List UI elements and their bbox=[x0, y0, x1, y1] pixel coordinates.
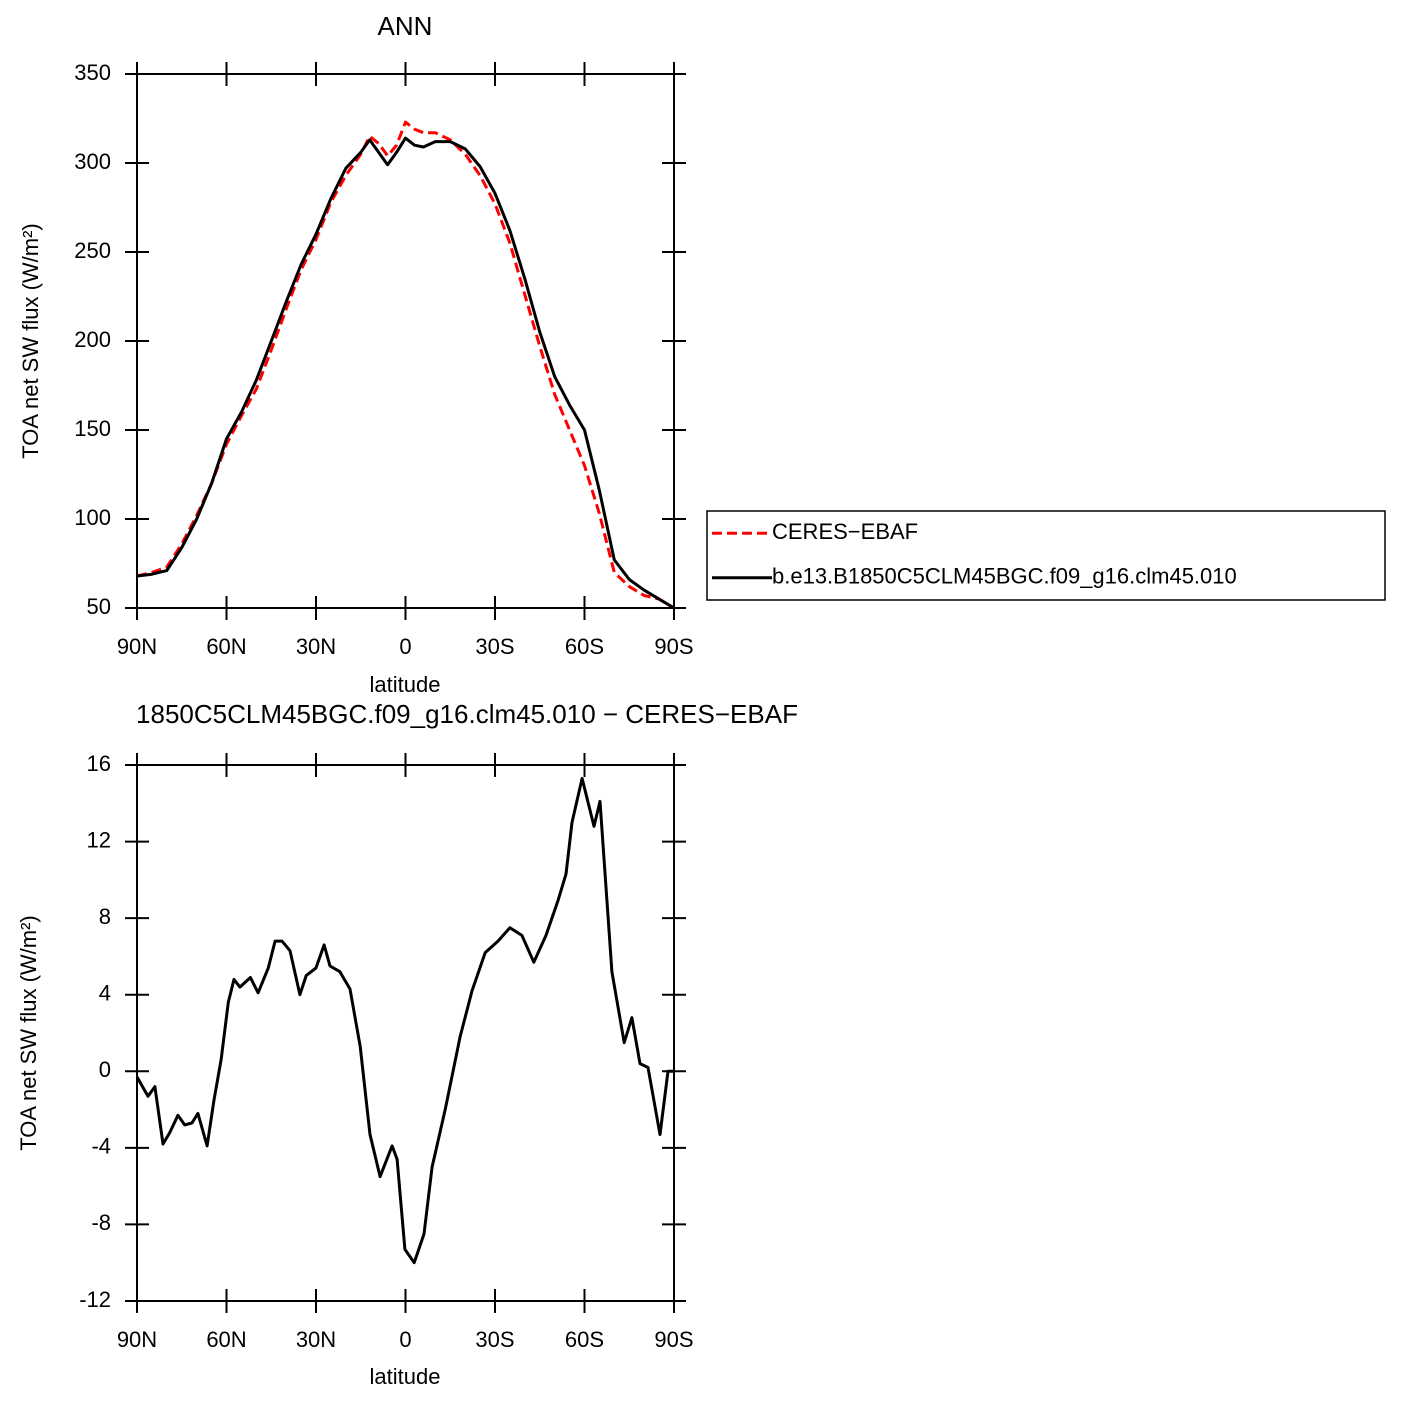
x-axis-label: latitude bbox=[370, 1364, 441, 1389]
legend-label: b.e13.B1850C5CLM45BGC.f09_g16.clm45.010 bbox=[772, 564, 1237, 589]
y-tick-label: -4 bbox=[91, 1134, 111, 1159]
x-tick-label: 30N bbox=[296, 1327, 336, 1352]
line-series bbox=[136, 120, 675, 610]
y-tick-label: 12 bbox=[87, 827, 111, 852]
x-tick-label: 60N bbox=[206, 634, 246, 659]
x-tick-label: 90S bbox=[654, 1327, 693, 1352]
plot-frame bbox=[136, 764, 675, 1302]
legend-box bbox=[706, 510, 1386, 601]
chart-title: ANN bbox=[378, 11, 433, 41]
y-tick-label: 0 bbox=[99, 1057, 111, 1082]
y-tick-label: -12 bbox=[79, 1287, 111, 1312]
y-tick-label: 8 bbox=[99, 904, 111, 929]
x-tick-label: 90S bbox=[654, 634, 693, 659]
y-tick-label: 50 bbox=[87, 594, 111, 619]
x-tick-label: 0 bbox=[399, 1327, 411, 1352]
plot-frame bbox=[136, 73, 675, 609]
x-tick-label: 30N bbox=[296, 634, 336, 659]
y-tick-label: -8 bbox=[91, 1210, 111, 1235]
x-tick-label: 30S bbox=[475, 634, 514, 659]
y-tick-label: 200 bbox=[74, 327, 111, 352]
y-axis-label: TOA net SW flux (W/m²) bbox=[16, 915, 41, 1151]
line-series bbox=[135, 776, 674, 1265]
legend-label: CERES−EBAF bbox=[772, 519, 918, 544]
x-tick-label: 90N bbox=[117, 1327, 157, 1352]
y-tick-label: 4 bbox=[99, 981, 111, 1006]
x-tick-label: 90N bbox=[117, 634, 157, 659]
x-tick-label: 60S bbox=[565, 1327, 604, 1352]
line-series bbox=[136, 136, 675, 610]
y-tick-label: 300 bbox=[74, 149, 111, 174]
y-tick-label: 350 bbox=[74, 60, 111, 85]
y-tick-label: 250 bbox=[74, 238, 111, 263]
y-axis-label: TOA net SW flux (W/m²) bbox=[18, 223, 43, 459]
x-tick-label: 60N bbox=[206, 1327, 246, 1352]
x-axis-label: latitude bbox=[370, 672, 441, 697]
x-tick-label: 60S bbox=[565, 634, 604, 659]
x-tick-label: 30S bbox=[475, 1327, 514, 1352]
x-tick-label: 0 bbox=[399, 634, 411, 659]
y-tick-label: 150 bbox=[74, 416, 111, 441]
y-tick-label: 100 bbox=[74, 505, 111, 530]
y-tick-label: 16 bbox=[87, 751, 111, 776]
chart-title: 1850C5CLM45BGC.f09_g16.clm45.010 − CERES… bbox=[136, 699, 798, 729]
